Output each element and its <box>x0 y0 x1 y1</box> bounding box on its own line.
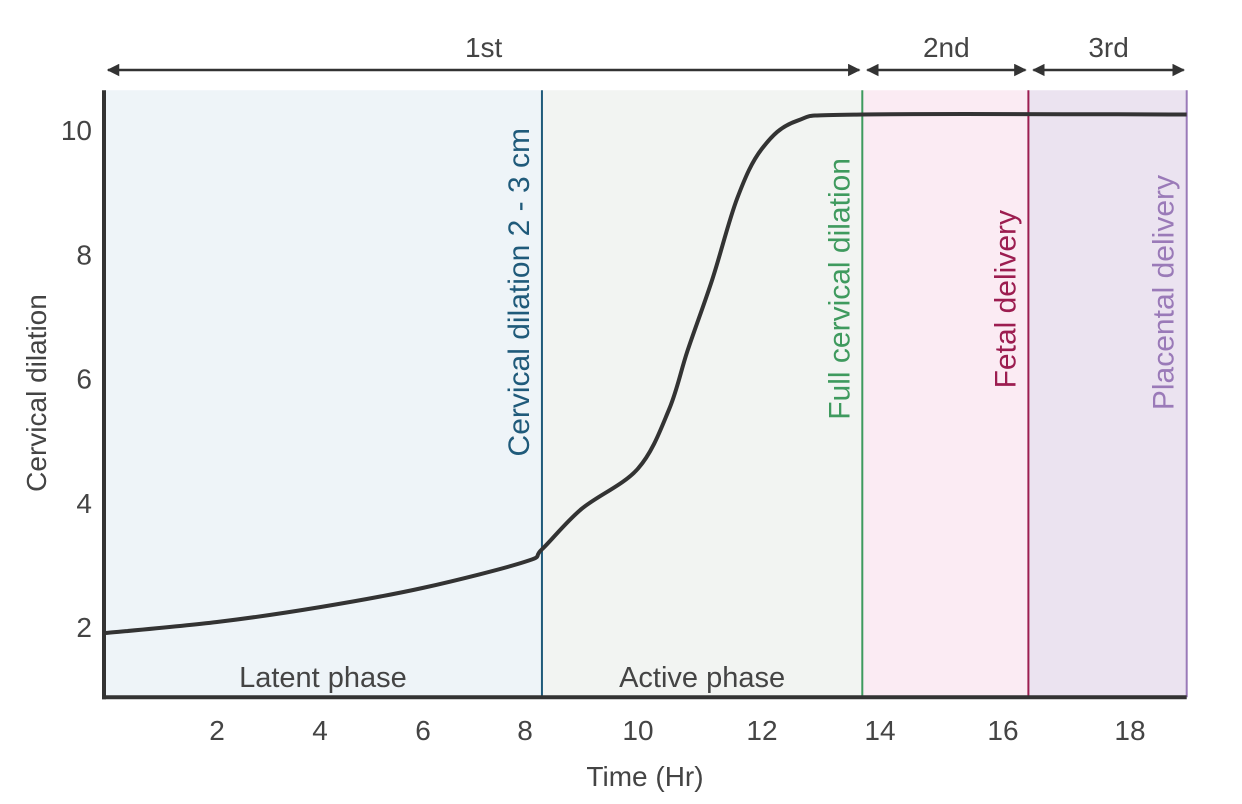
marker-label-cervical-dilation-2-3cm: Cervical dilation 2 - 3 cm <box>503 128 536 456</box>
y-tick-label: 2 <box>76 612 92 643</box>
x-tick-label: 14 <box>864 715 895 746</box>
x-axis-title: Time (Hr) <box>586 761 703 792</box>
region-third <box>1028 90 1187 698</box>
x-tick-label: 16 <box>987 715 1018 746</box>
y-tick-label: 4 <box>76 488 92 519</box>
x-tick-label: 2 <box>209 715 225 746</box>
x-tick-label: 12 <box>746 715 777 746</box>
marker-label-fetal-delivery: Fetal delivery <box>989 210 1022 388</box>
y-tick-label: 6 <box>76 364 92 395</box>
region-latent <box>104 90 542 698</box>
y-tick-label: 8 <box>76 239 92 270</box>
x-tick-label: 18 <box>1114 715 1145 746</box>
dilation-curve <box>103 112 1187 636</box>
x-tick-label: 8 <box>517 715 533 746</box>
region-label-active: Active phase <box>619 662 785 694</box>
region-label-latent: Latent phase <box>239 662 407 694</box>
x-tick-label: 6 <box>415 715 431 746</box>
stage-label-1st: 1st <box>465 32 503 63</box>
y-axis-title: Cervical dilation <box>21 294 52 492</box>
region-second <box>862 90 1029 698</box>
stage-label-3rd: 3rd <box>1088 32 1128 63</box>
x-tick-label: 10 <box>622 715 653 746</box>
region-active <box>541 90 863 698</box>
stage-label-2nd: 2nd <box>923 32 970 63</box>
y-tick-label: 10 <box>61 115 92 146</box>
x-tick-label: 4 <box>312 715 328 746</box>
marker-label-placental-delivery: Placental delivery <box>1148 175 1181 410</box>
marker-label-full-cervical-dilation: Full cervical dilation <box>823 158 856 420</box>
